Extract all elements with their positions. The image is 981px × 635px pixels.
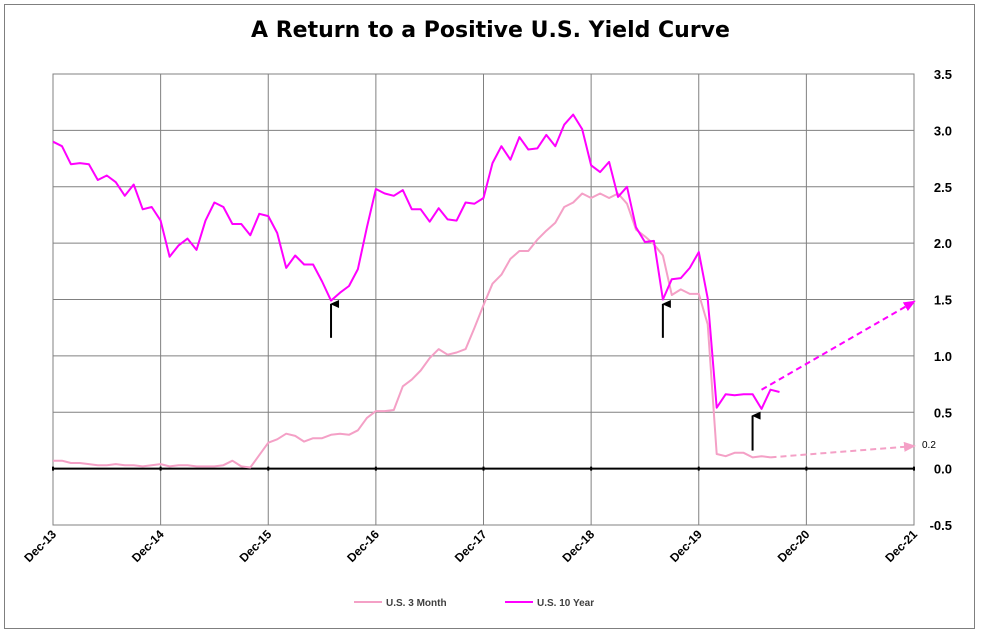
y-tick-label: 2.0: [934, 236, 952, 251]
series-lines: [52, 113, 916, 469]
x-tick-label: Dec-19: [667, 527, 705, 565]
axes: [52, 466, 915, 471]
x-tick-label: Dec-18: [560, 527, 598, 565]
projection-line-10-year: [761, 300, 916, 391]
chart-title: A Return to a Positive U.S. Yield Curve: [251, 18, 730, 43]
y-tick-label: 3.0: [934, 123, 952, 138]
legend: U.S. 3 Month U.S. 10 Year: [354, 598, 594, 609]
annotation-arrows: [330, 300, 761, 451]
x-tick-label: Dec-13: [21, 527, 59, 565]
y-tick-label: -0.5: [930, 518, 952, 533]
plot-area-border: [52, 73, 915, 526]
y-tick-label: 0.5: [934, 405, 952, 420]
y-tick-label: 0.0: [934, 462, 952, 477]
series-line-10-year: [52, 113, 780, 410]
x-tick-label: Dec-15: [237, 527, 275, 565]
legend-label-3m: U.S. 3 Month: [386, 598, 447, 609]
gridlines: [52, 73, 915, 526]
legend-label-10y: U.S. 10 Year: [537, 598, 594, 609]
y-tick-label: 3.5: [934, 67, 952, 82]
x-tick-label: Dec-14: [129, 527, 167, 565]
x-tick-label: Dec-17: [452, 527, 490, 565]
x-tick-label: Dec-21: [882, 527, 920, 565]
projection-line-3-month: [770, 441, 916, 459]
annotation-label: 0.2: [922, 440, 936, 451]
y-tick-label: 1.5: [934, 293, 952, 308]
y-tick-label: 2.5: [934, 180, 952, 195]
x-tick-label: Dec-20: [775, 527, 813, 565]
x-tick-label: Dec-16: [344, 527, 382, 565]
y-tick-label: 1.0: [934, 349, 952, 364]
